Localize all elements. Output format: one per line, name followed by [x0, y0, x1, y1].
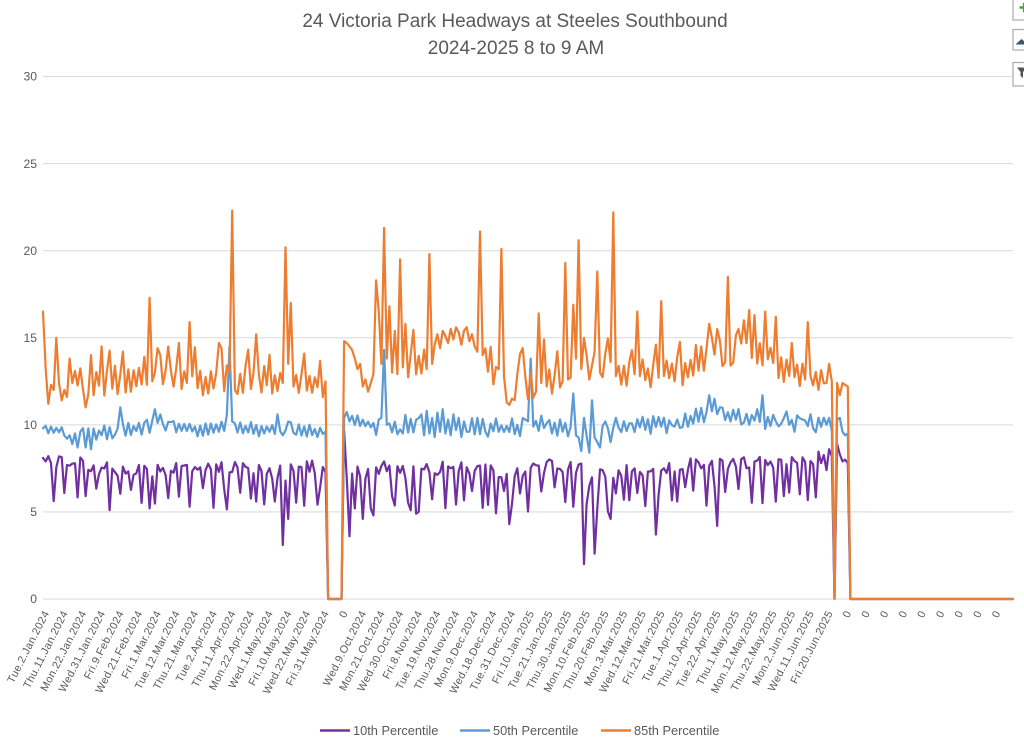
svg-text:0: 0 [971, 609, 985, 620]
svg-text:15: 15 [23, 331, 37, 345]
svg-text:30: 30 [23, 70, 37, 84]
svg-text:0: 0 [337, 609, 351, 620]
svg-text:0: 0 [859, 609, 873, 620]
svg-text:20: 20 [23, 244, 37, 258]
svg-text:2024-2025 8 to 9 AM: 2024-2025 8 to 9 AM [428, 38, 604, 59]
svg-text:0: 0 [990, 609, 1004, 620]
svg-text:10: 10 [23, 418, 37, 432]
svg-text:0: 0 [953, 609, 967, 620]
svg-text:0: 0 [934, 609, 948, 620]
svg-text:5: 5 [30, 505, 37, 519]
svg-text:85th Percentile: 85th Percentile [634, 723, 719, 738]
svg-text:50th Percentile: 50th Percentile [493, 723, 578, 738]
svg-text:0: 0 [915, 609, 929, 620]
svg-text:0: 0 [30, 592, 37, 606]
svg-text:24 Victoria Park Headways at S: 24 Victoria Park Headways at Steeles Sou… [302, 11, 727, 32]
svg-text:10th Percentile: 10th Percentile [353, 723, 438, 738]
svg-text:0: 0 [841, 609, 855, 620]
svg-text:25: 25 [23, 157, 37, 171]
svg-text:0: 0 [878, 609, 892, 620]
svg-text:0: 0 [897, 609, 911, 620]
